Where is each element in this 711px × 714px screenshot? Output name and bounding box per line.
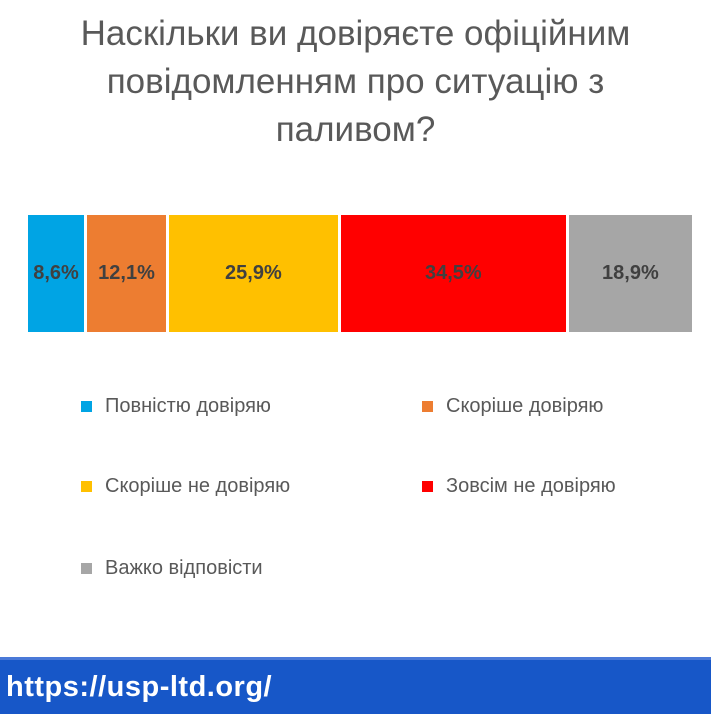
- legend-item-rather-distrust: Скоріше не довіряю: [81, 472, 290, 500]
- legend-swatch-icon: [422, 400, 433, 412]
- legend-label: Зовсім не довіряю: [446, 474, 616, 497]
- legend-label: Скоріше не довіряю: [105, 474, 291, 497]
- legend-item-rather-trust: Скоріше довіряю: [422, 392, 603, 420]
- stacked-bar: 8,6% 12,1% 25,9% 34,5% 18,9%: [28, 215, 693, 332]
- legend-swatch-icon: [81, 480, 92, 492]
- legend-swatch-icon: [81, 400, 92, 412]
- legend-item-hard-to-answer: Важко відповісти: [81, 554, 263, 582]
- chart-title-line: Наскільки ви довіряєте офіційним: [80, 14, 631, 53]
- bar-segment-value: 34,5%: [424, 262, 482, 284]
- bar-segment-value: 12,1%: [98, 262, 155, 284]
- bar-segment-rather-distrust: 25,9%: [168, 215, 338, 332]
- bar-segment-value: 18,9%: [602, 262, 659, 284]
- chart-title-line: паливом?: [275, 110, 436, 149]
- chart-title-line: повідомленням про ситуацію з: [106, 62, 605, 101]
- bar-segment-value: 8,6%: [33, 262, 79, 284]
- legend-swatch-icon: [422, 480, 433, 492]
- legend-label: Повністю довіряю: [105, 394, 271, 417]
- legend-swatch-icon: [81, 562, 92, 574]
- bar-segment-fully-distrust: 34,5%: [340, 215, 566, 332]
- footer-bar: https://usp-ltd.org/: [0, 657, 711, 714]
- footer-url[interactable]: https://usp-ltd.org/: [6, 670, 273, 703]
- legend-label: Важко відповісти: [105, 556, 263, 579]
- legend-item-fully-distrust: Зовсім не довіряю: [422, 472, 616, 500]
- bar-segment-hard-to-answer: 18,9%: [568, 215, 693, 332]
- bar-segment-rather-trust: 12,1%: [87, 215, 166, 332]
- chart-title: Наскільки ви довіряєте офіційним повідом…: [0, 10, 711, 154]
- legend-label: Скоріше довіряю: [446, 394, 604, 417]
- bar-segment-value: 25,9%: [225, 262, 282, 284]
- legend-item-fully-trust: Повністю довіряю: [81, 392, 271, 420]
- bar-segment-fully-trust: 8,6%: [28, 215, 85, 332]
